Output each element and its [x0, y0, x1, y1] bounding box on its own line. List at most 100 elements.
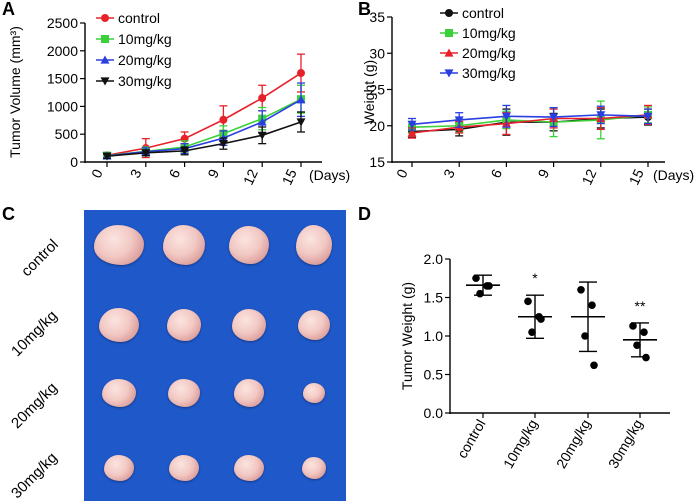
data-point: [180, 147, 190, 156]
y-tick-label: 20: [369, 118, 385, 134]
panel-letter-a: A: [2, 0, 15, 19]
data-point: [524, 297, 532, 306]
y-tick-label: 25: [369, 82, 385, 98]
data-point: [640, 328, 648, 336]
series-line: [106, 121, 302, 157]
tumor: [104, 455, 134, 481]
data-point: [407, 120, 417, 129]
data-point: [633, 341, 641, 350]
y-tick-label: 0.0: [424, 405, 444, 421]
legend-label: 30mg/kg: [118, 73, 172, 89]
data-point: [472, 274, 480, 283]
data-point: [102, 152, 112, 161]
y-tick-label: 1.5: [424, 290, 444, 306]
data-point: [577, 286, 585, 294]
data-point: [407, 128, 417, 137]
legend-label: 20mg/kg: [118, 52, 172, 68]
legend-marker: [100, 55, 110, 64]
y-axis-label: Tumor Volume (mm³): [7, 26, 23, 158]
x-tick-label: 15: [626, 166, 647, 187]
series-line: [106, 99, 302, 157]
data-point: [297, 69, 305, 78]
series-30mg/kg: [102, 111, 306, 161]
data-point: [596, 111, 606, 120]
significance-mark: **: [635, 298, 646, 314]
tumor: [94, 225, 144, 265]
data-point: [296, 95, 306, 104]
legend-label: 10mg/kg: [462, 25, 516, 41]
legend-marker: [101, 14, 109, 22]
x-axis-label: (Days): [309, 167, 350, 183]
data-point: [528, 328, 536, 336]
legend-marker: [101, 35, 109, 43]
y-tick-label: 1.0: [424, 328, 444, 344]
legend-marker: [444, 48, 454, 57]
data-point: [141, 149, 151, 158]
series-30mg/kg: [407, 104, 653, 131]
series-line: [106, 72, 302, 157]
tumor: [102, 379, 136, 407]
data-point: [590, 361, 598, 370]
tumor: [163, 225, 205, 265]
panel-letter-b: B: [358, 0, 371, 19]
group-10mg/kg: *: [518, 270, 552, 340]
tumor: [302, 457, 326, 479]
tumor: [298, 310, 330, 340]
panel-letter-c: C: [2, 204, 15, 224]
y-tick-label: 1000: [47, 98, 78, 114]
data-point: [257, 131, 267, 140]
y-tick-label: 0.5: [424, 367, 444, 383]
y-tick-label: 35: [369, 9, 385, 25]
y-tick-label: 2000: [47, 43, 78, 59]
tumor: [296, 225, 332, 265]
data-point: [258, 94, 267, 103]
legend-label: 30mg/kg: [462, 65, 516, 81]
tumor: [168, 379, 200, 407]
data-point: [642, 353, 650, 362]
tumor: [99, 308, 139, 342]
tumor-photo: [84, 210, 346, 501]
x-axis-label: (Days): [653, 167, 694, 183]
data-point: [219, 115, 228, 124]
group-30mg/kg: **: [623, 298, 657, 362]
tumor: [167, 309, 201, 341]
y-axis-label: Tumor Weight (g): [399, 282, 415, 390]
data-point: [629, 322, 637, 330]
group-control: [466, 274, 500, 298]
x-tick-label: 12: [578, 166, 599, 187]
data-point: [257, 117, 267, 126]
group-20mg/kg: [571, 281, 605, 370]
tumor: [232, 309, 266, 341]
tumor: [303, 383, 325, 403]
legend-label: 10mg/kg: [118, 31, 172, 47]
y-tick-label: 2500: [47, 15, 78, 31]
y-tick-label: 500: [55, 126, 79, 142]
significance-mark: *: [532, 270, 538, 286]
legend-label: 20mg/kg: [462, 45, 516, 61]
y-tick-label: 15: [369, 154, 385, 170]
data-point: [454, 116, 464, 125]
y-axis-label: Weight (g): [361, 60, 377, 124]
legend-marker: [444, 69, 454, 78]
y-tick-label: 30: [369, 45, 385, 61]
series-line: [411, 114, 649, 134]
legend-marker: [445, 9, 453, 17]
tumor: [234, 379, 264, 407]
series-line: [411, 114, 649, 126]
data-point: [588, 301, 596, 310]
y-tick-label: 0: [70, 154, 78, 170]
x-tick-label: 12: [240, 166, 261, 187]
x-tick-label: 15: [279, 166, 300, 187]
legend-label: control: [462, 5, 504, 21]
data-point: [218, 140, 228, 149]
y-tick-label: 1500: [47, 71, 78, 87]
data-point: [581, 332, 589, 340]
legend-label: control: [118, 10, 160, 26]
data-point: [501, 112, 511, 121]
panel-letter-d: D: [358, 204, 371, 224]
legend-marker: [445, 29, 453, 37]
